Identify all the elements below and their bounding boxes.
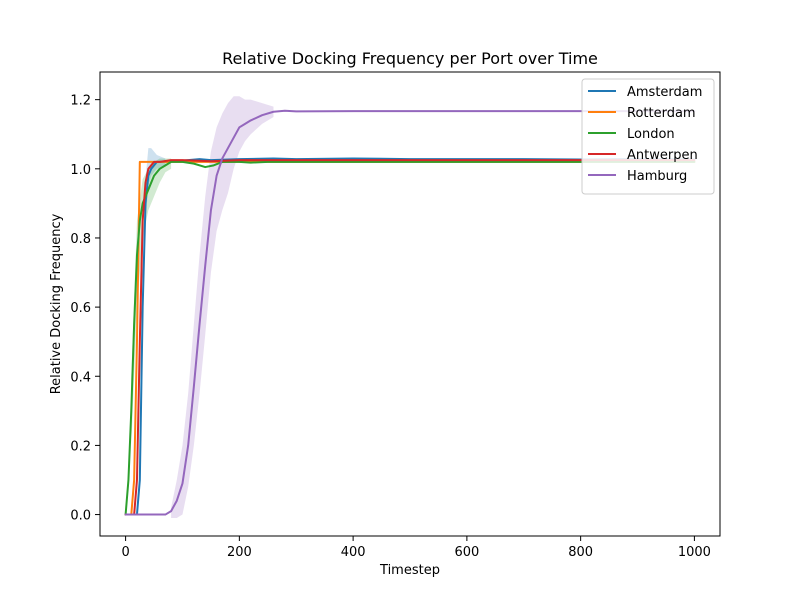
x-tick-label: 0 bbox=[121, 545, 129, 560]
legend-label-antwerpen: Antwerpen bbox=[627, 148, 698, 163]
y-tick-label: 0.2 bbox=[70, 439, 91, 454]
series-line-hamburg bbox=[124, 109, 696, 516]
y-tick-label: 0.0 bbox=[70, 509, 91, 524]
chart-title: Relative Docking Frequency per Port over… bbox=[222, 49, 598, 68]
plot-frame bbox=[99, 71, 721, 537]
y-tick-label: 0.8 bbox=[70, 232, 91, 247]
y-tick-label: 0.4 bbox=[70, 370, 91, 385]
legend-label-london: London bbox=[627, 127, 675, 142]
y-tick-label: 1.2 bbox=[70, 94, 91, 109]
x-tick-label: 200 bbox=[227, 545, 252, 560]
legend: Amsterdam Rotterdam London Antwerpen Hamburg bbox=[581, 78, 715, 195]
y-tick-label: 0.6 bbox=[70, 301, 91, 316]
legend-box bbox=[581, 78, 715, 195]
series-line-antwerpen bbox=[124, 159, 696, 516]
x-tick-label: 800 bbox=[568, 545, 593, 560]
band-hamburg bbox=[171, 96, 274, 519]
legend-label-rotterdam: Rotterdam bbox=[627, 106, 696, 121]
y-tick-label: 1.0 bbox=[70, 163, 91, 178]
x-tick-label: 400 bbox=[341, 545, 366, 560]
x-axis-label: Timestep bbox=[379, 563, 440, 578]
legend-label-hamburg: Hamburg bbox=[627, 169, 687, 184]
series-line-london bbox=[124, 160, 696, 516]
y-axis-ticks: 0.0 0.2 0.4 0.6 0.8 1.0 1.2 bbox=[70, 94, 100, 524]
y-axis-label: Relative Docking Frequency bbox=[49, 213, 64, 394]
band-london bbox=[131, 158, 172, 446]
x-tick-label: 1000 bbox=[678, 545, 711, 560]
series-lines bbox=[124, 109, 696, 516]
x-tick-label: 600 bbox=[454, 545, 479, 560]
legend-label-amsterdam: Amsterdam bbox=[627, 85, 702, 100]
x-axis-ticks: 0 200 400 600 800 1000 bbox=[121, 536, 711, 560]
